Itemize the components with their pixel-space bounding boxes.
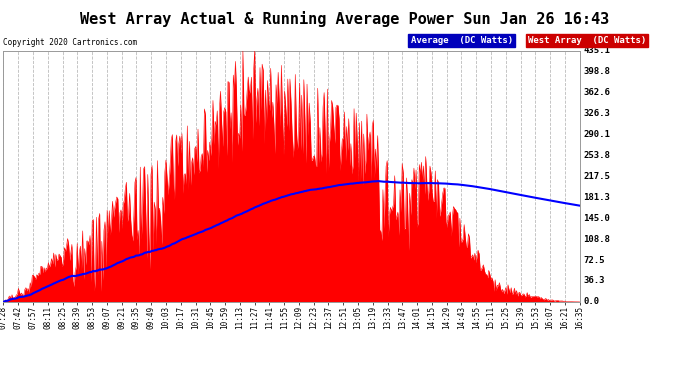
Text: 36.3: 36.3 bbox=[583, 276, 604, 285]
Text: 290.1: 290.1 bbox=[583, 130, 610, 139]
Text: 253.8: 253.8 bbox=[583, 151, 610, 160]
Text: West Array  (DC Watts): West Array (DC Watts) bbox=[528, 36, 646, 45]
Text: 145.0: 145.0 bbox=[583, 214, 610, 223]
Text: 181.3: 181.3 bbox=[583, 193, 610, 202]
Text: 108.8: 108.8 bbox=[583, 234, 610, 243]
Text: Copyright 2020 Cartronics.com: Copyright 2020 Cartronics.com bbox=[3, 38, 137, 47]
Text: 398.8: 398.8 bbox=[583, 67, 610, 76]
Text: 362.6: 362.6 bbox=[583, 88, 610, 97]
Text: Average  (DC Watts): Average (DC Watts) bbox=[411, 36, 513, 45]
Text: 217.5: 217.5 bbox=[583, 172, 610, 181]
Text: 0.0: 0.0 bbox=[583, 297, 599, 306]
Text: West Array Actual & Running Average Power Sun Jan 26 16:43: West Array Actual & Running Average Powe… bbox=[80, 11, 610, 27]
Text: 326.3: 326.3 bbox=[583, 109, 610, 118]
Text: 435.1: 435.1 bbox=[583, 46, 610, 55]
Text: 72.5: 72.5 bbox=[583, 255, 604, 264]
